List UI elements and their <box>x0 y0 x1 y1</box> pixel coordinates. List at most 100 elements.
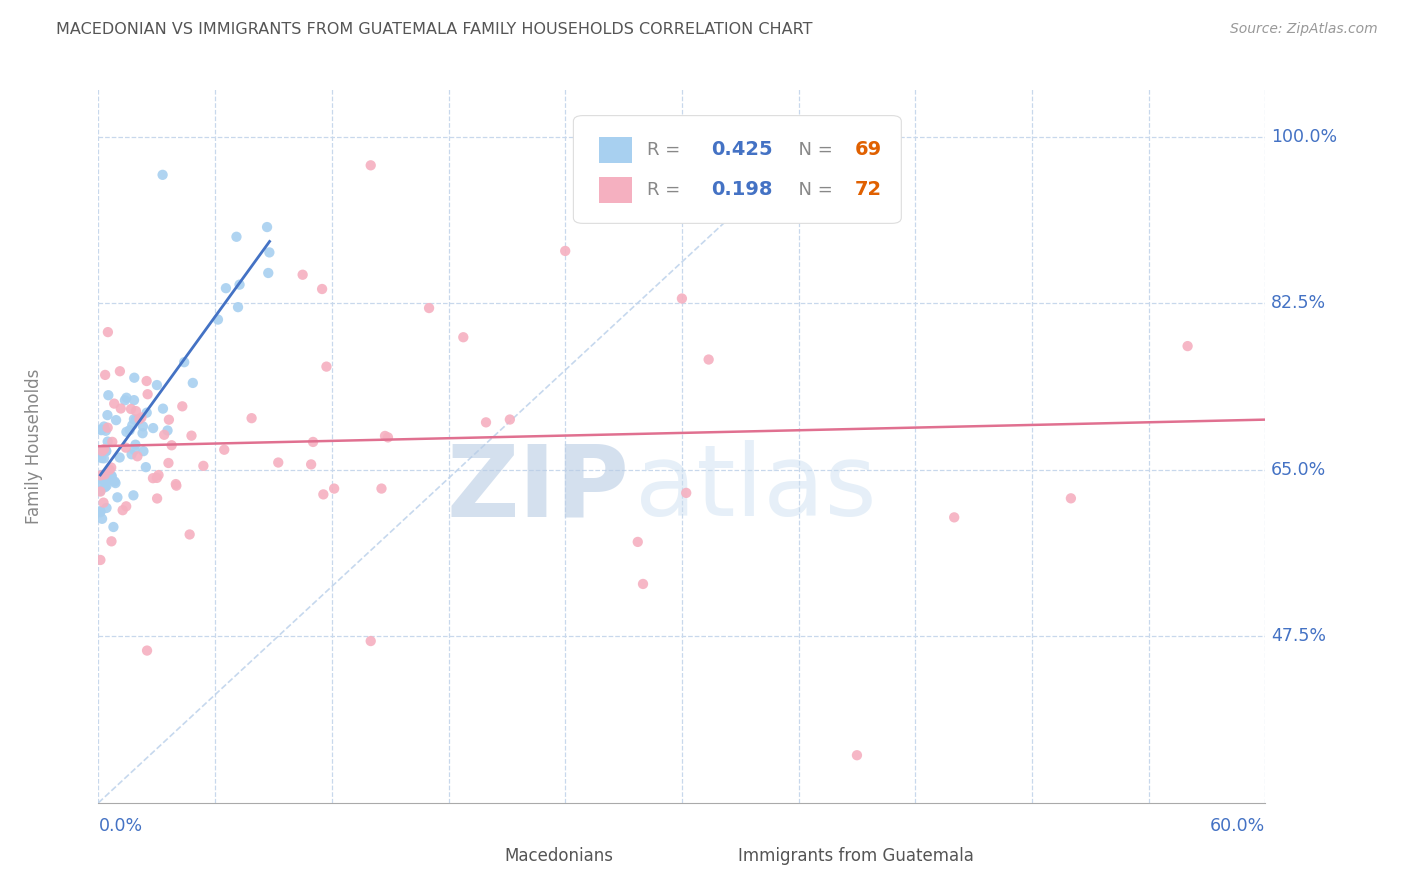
Text: Macedonians: Macedonians <box>505 847 613 864</box>
Point <box>631 577 654 591</box>
Point <box>1177 339 1199 353</box>
Point <box>96 408 118 422</box>
Text: 0.425: 0.425 <box>711 140 773 160</box>
Point <box>121 418 143 433</box>
Point <box>135 374 157 388</box>
Point <box>94 444 117 458</box>
Point <box>89 504 111 518</box>
Point <box>104 475 127 489</box>
Text: Family Households: Family Households <box>25 368 44 524</box>
Point <box>370 482 392 496</box>
Point <box>1060 491 1083 506</box>
Point <box>91 468 114 483</box>
Point <box>90 451 112 466</box>
Point <box>131 410 153 425</box>
Point <box>90 422 112 436</box>
Point <box>127 412 149 426</box>
Point <box>93 419 115 434</box>
Point <box>146 491 169 506</box>
Point <box>98 468 121 483</box>
Point <box>157 456 180 470</box>
Point <box>943 510 966 524</box>
Point <box>97 325 120 339</box>
Point <box>226 300 249 314</box>
Point <box>257 266 280 280</box>
Point <box>453 330 475 344</box>
Point <box>312 487 335 501</box>
Text: MACEDONIAN VS IMMIGRANTS FROM GUATEMALA FAMILY HOUSEHOLDS CORRELATION CHART: MACEDONIAN VS IMMIGRANTS FROM GUATEMALA … <box>56 22 813 37</box>
Point <box>136 387 159 401</box>
Point <box>98 463 121 477</box>
Point <box>499 412 522 426</box>
Point <box>146 471 169 485</box>
Point <box>845 748 868 763</box>
Point <box>302 434 325 449</box>
Point <box>96 500 118 515</box>
Point <box>93 470 115 484</box>
Text: N =: N = <box>787 181 838 199</box>
Point <box>165 478 187 492</box>
Point <box>127 450 149 464</box>
Point <box>97 420 120 434</box>
Point <box>146 378 169 392</box>
Text: 82.5%: 82.5% <box>1271 294 1326 312</box>
Point <box>160 438 183 452</box>
Point <box>124 370 146 384</box>
Point <box>94 424 117 438</box>
Point <box>136 643 159 657</box>
Point <box>225 229 247 244</box>
Point <box>93 451 115 466</box>
Point <box>697 352 720 367</box>
Point <box>89 483 111 498</box>
Point <box>91 442 114 457</box>
Point <box>121 447 143 461</box>
FancyBboxPatch shape <box>599 137 631 162</box>
Point <box>89 477 111 491</box>
Point <box>267 456 290 470</box>
Point <box>114 393 136 408</box>
Point <box>212 442 235 457</box>
Point <box>132 419 155 434</box>
Point <box>256 220 278 235</box>
Point <box>108 450 131 465</box>
Point <box>93 467 115 482</box>
Point <box>131 426 153 441</box>
Point <box>122 488 145 502</box>
Point <box>153 427 176 442</box>
Point <box>94 475 117 489</box>
Text: 72: 72 <box>855 180 882 199</box>
Point <box>118 423 141 437</box>
Point <box>125 404 148 418</box>
Point <box>101 434 124 449</box>
Text: 100.0%: 100.0% <box>1271 128 1337 145</box>
Point <box>291 268 314 282</box>
Point <box>152 168 174 182</box>
Point <box>90 423 112 437</box>
FancyBboxPatch shape <box>706 851 731 872</box>
Point <box>730 196 752 211</box>
Point <box>107 491 129 505</box>
Text: Immigrants from Guatemala: Immigrants from Guatemala <box>738 847 974 864</box>
Point <box>100 534 122 549</box>
Point <box>105 413 128 427</box>
Point <box>115 500 138 514</box>
Point <box>100 460 122 475</box>
Point <box>122 412 145 426</box>
Point <box>418 301 440 315</box>
Point <box>90 468 112 483</box>
Point <box>360 634 382 648</box>
Point <box>91 512 114 526</box>
Point <box>97 434 120 449</box>
Point <box>120 402 142 417</box>
Point <box>135 406 157 420</box>
Point <box>100 469 122 483</box>
Point <box>299 458 322 472</box>
Point <box>215 281 238 295</box>
Point <box>128 412 150 426</box>
Point <box>180 428 202 442</box>
FancyBboxPatch shape <box>599 177 631 202</box>
Text: 47.5%: 47.5% <box>1271 627 1326 645</box>
Point <box>135 460 157 475</box>
Point <box>142 471 165 485</box>
Point <box>108 364 131 378</box>
